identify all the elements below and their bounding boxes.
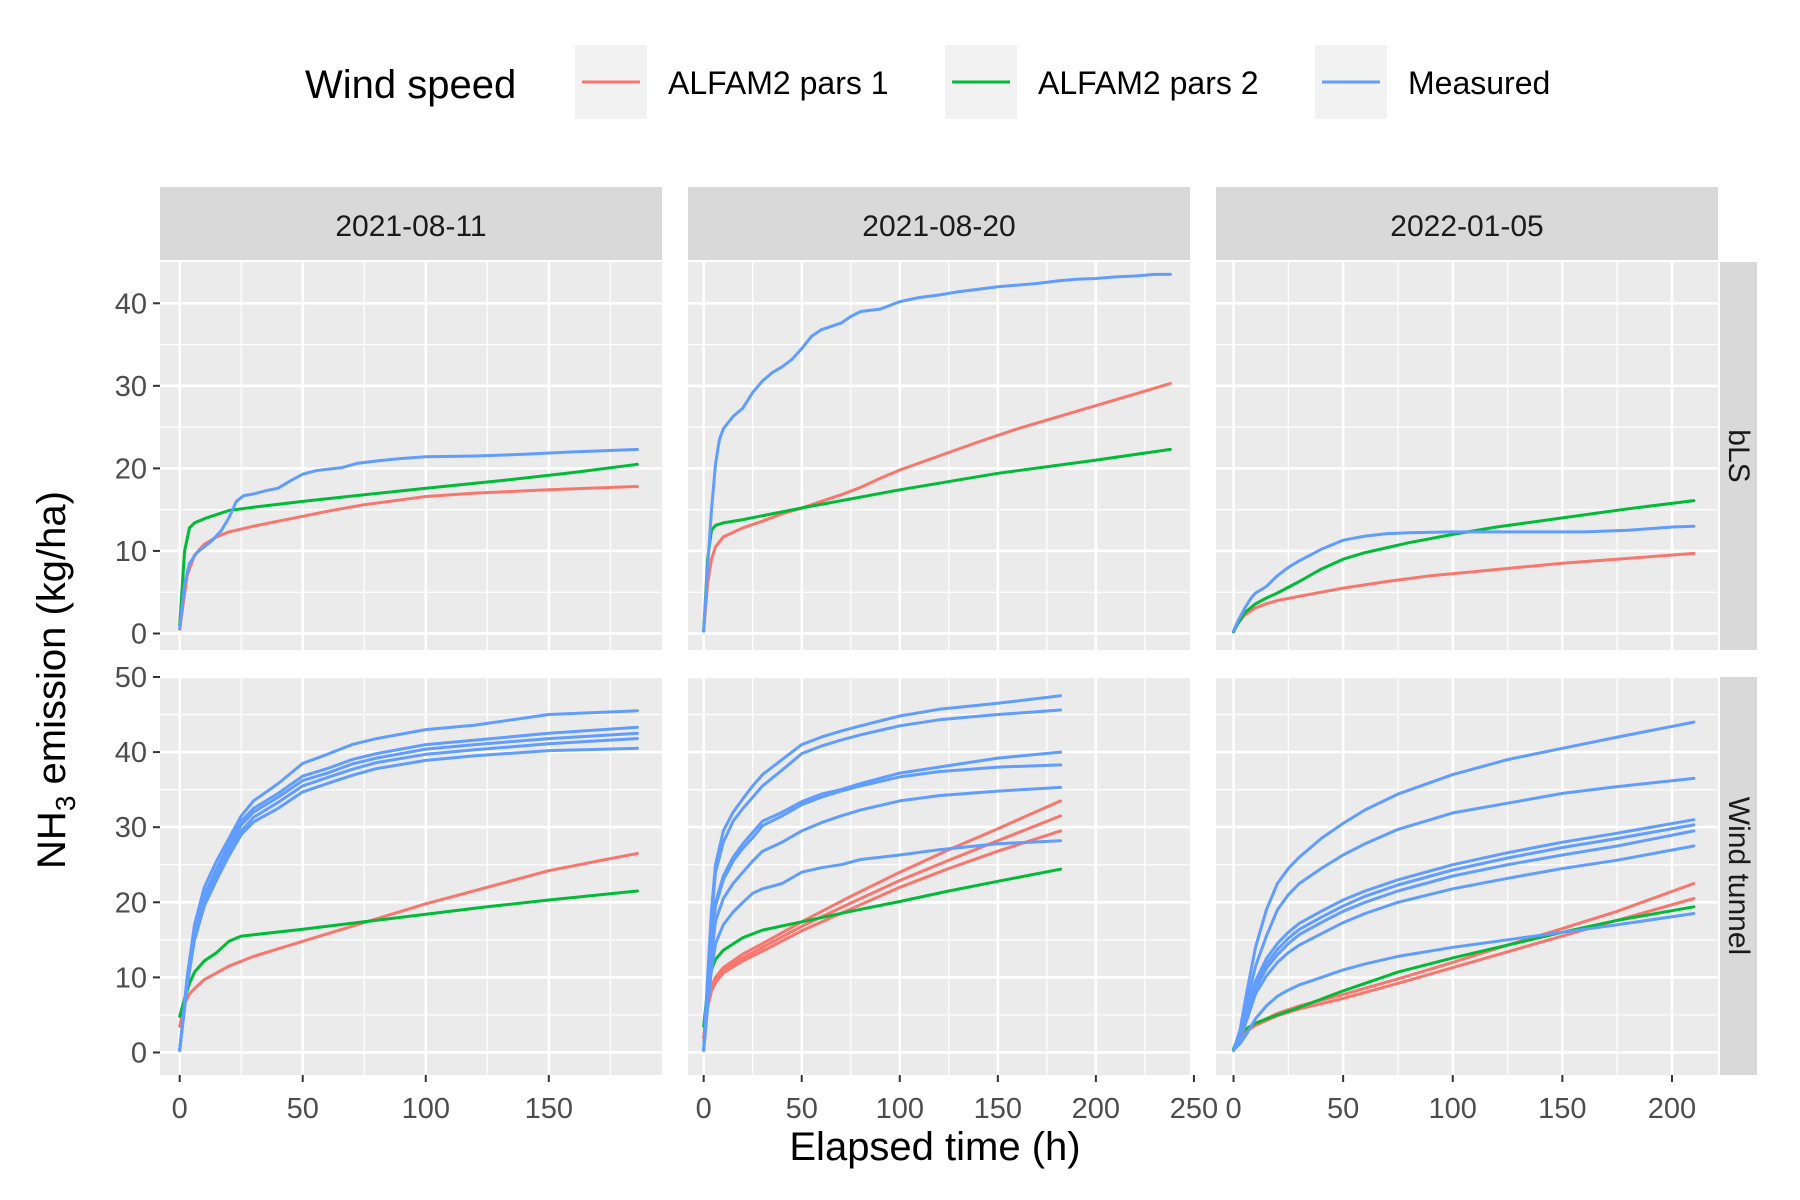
x-tick-label: 150: [974, 1093, 1022, 1125]
x-tick-label: 100: [1429, 1093, 1477, 1125]
facet-panel: [688, 262, 1190, 650]
x-tick-label: 150: [1538, 1093, 1586, 1125]
series-line: [1232, 551, 1696, 634]
series-line: [178, 447, 639, 630]
panel-background: [688, 677, 1190, 1075]
series-line: [178, 462, 639, 627]
facet-strip-column: 2021-08-11: [160, 187, 662, 260]
x-tick-label: 250: [1170, 1093, 1218, 1125]
series-line: [178, 889, 639, 1018]
y-tick-label: 10: [115, 536, 147, 568]
y-axis-label-subscript: 3: [50, 796, 81, 812]
x-tick-label: 200: [1648, 1093, 1696, 1125]
x-tick-label: 100: [876, 1093, 924, 1125]
y-tick-label: 50: [115, 662, 147, 694]
y-tick-label: 20: [115, 887, 147, 919]
y-tick-label: 10: [115, 962, 147, 994]
legend-entry-label: ALFAM2 pars 1: [668, 65, 889, 101]
series-line: [1232, 776, 1696, 1052]
series-line: [702, 839, 1063, 1052]
series-line: [1232, 897, 1696, 1052]
series-line: [1232, 524, 1696, 633]
facet-row-label: Wind tunnel: [1722, 797, 1755, 955]
series-line: [702, 272, 1172, 633]
series-line: [1232, 844, 1696, 1052]
facet-row-label: bLS: [1722, 429, 1755, 482]
x-tick-label: 0: [696, 1093, 712, 1125]
x-tick-label: 50: [786, 1093, 818, 1125]
facet-column-label: 2022-01-05: [1390, 210, 1543, 243]
facet-panel: [160, 675, 662, 1075]
x-axis-label: Elapsed time (h): [789, 1125, 1080, 1169]
series-line: [702, 708, 1063, 1052]
y-axis-label: NH3 emission (kg/ha): [30, 491, 81, 869]
x-tick-label: 50: [1327, 1093, 1359, 1125]
legend-title: Wind speed: [305, 63, 516, 107]
legend: Wind speed ALFAM2 pars 1 ALFAM2 pars 2 Mea…: [305, 45, 1550, 119]
y-axis-label-suffix: emission (kg/ha): [30, 491, 74, 796]
series-line: [178, 709, 639, 1052]
panel-background: [160, 262, 662, 650]
panel-background: [1216, 262, 1718, 650]
y-tick-label: 30: [115, 812, 147, 844]
series-line: [1232, 499, 1696, 634]
y-tick-label: 30: [115, 371, 147, 403]
facet-strip-column: 2021-08-20: [688, 187, 1190, 260]
series-line: [702, 785, 1063, 1052]
x-tick-label: 0: [1225, 1093, 1241, 1125]
x-tick-label: 0: [172, 1093, 188, 1125]
x-tick-label: 150: [525, 1093, 573, 1125]
series-line: [1232, 720, 1696, 1052]
legend-entry-label: Measured: [1408, 65, 1550, 101]
series-line: [702, 381, 1172, 633]
y-axis-label-prefix: NH: [30, 811, 74, 869]
series-line: [702, 763, 1063, 1052]
y-tick-label: 20: [115, 453, 147, 485]
y-tick-label: 0: [131, 1037, 147, 1069]
facet-strip-row: Wind tunnel: [1720, 677, 1757, 1075]
series-line: [702, 829, 1063, 1039]
y-tick-label: 0: [131, 618, 147, 650]
facet-panel: [1216, 675, 1718, 1075]
facet-panel: [688, 675, 1190, 1075]
series-line: [1232, 912, 1696, 1052]
series-line: [178, 852, 639, 1028]
y-tick-label: 40: [115, 737, 147, 769]
x-tick-label: 50: [287, 1093, 319, 1125]
facet-strip-row: bLS: [1720, 262, 1757, 650]
x-tick-label: 100: [402, 1093, 450, 1125]
legend-entry-label: ALFAM2 pars 2: [1038, 65, 1259, 101]
series-line: [1232, 829, 1696, 1052]
facet-panel: [160, 262, 662, 650]
facet-panel: [1216, 262, 1718, 650]
x-tick-label: 200: [1072, 1093, 1120, 1125]
facet-column-label: 2021-08-20: [862, 210, 1015, 243]
facet-column-label: 2021-08-11: [335, 210, 486, 243]
series-line: [178, 746, 639, 1052]
facet-strip-column: 2022-01-05: [1216, 187, 1718, 260]
y-tick-label: 40: [115, 288, 147, 320]
